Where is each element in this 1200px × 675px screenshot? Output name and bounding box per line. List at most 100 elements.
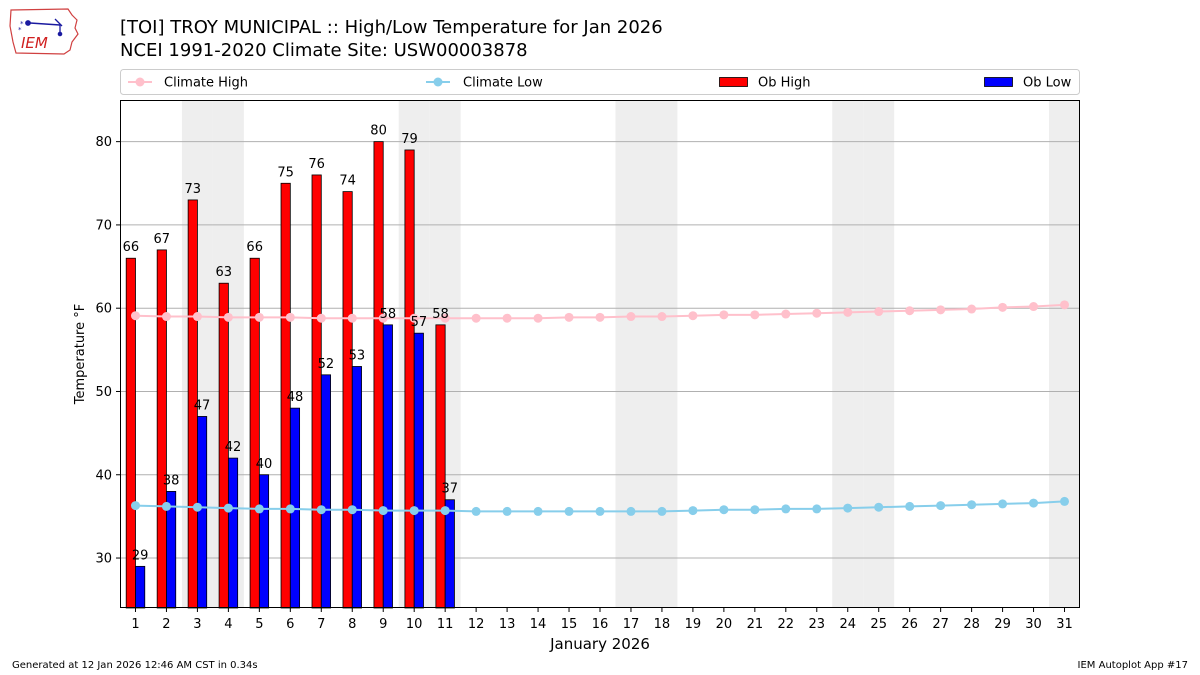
- x-tick-label-31: 31: [1056, 617, 1073, 632]
- x-tick-label-18: 18: [654, 617, 671, 632]
- chart-title: [TOI] TROY MUNICIPAL :: High/Low Tempera…: [120, 17, 663, 38]
- ob-low-bar-day-1: [135, 565, 146, 609]
- x-axis-label: January 2026: [549, 635, 650, 653]
- climate-high-point-day-25: [874, 307, 884, 317]
- climate-low-point-day-27: [936, 501, 946, 511]
- x-tick-label-19: 19: [685, 617, 702, 632]
- climate-low-point-day-17: [626, 506, 636, 516]
- x-tick-label-16: 16: [592, 617, 609, 632]
- ob-low-bar-day-4: [227, 457, 239, 609]
- legend-climate-high-label: Climate High: [164, 76, 248, 91]
- climate-high-point-day-28: [967, 304, 977, 314]
- legend-frame: [120, 69, 1080, 95]
- climate-low-point-day-15: [564, 506, 574, 516]
- weekend-band-day-25: [863, 100, 895, 608]
- iem-logo: * * IEM: [9, 8, 79, 55]
- climate-high-point-day-12: [471, 313, 481, 323]
- climate-high-point-day-19: [688, 311, 698, 321]
- y-tick-label-80: 80: [95, 135, 112, 150]
- x-tick-label-5: 5: [255, 617, 263, 632]
- svg-text:*: *: [18, 26, 22, 34]
- ob-high-label-day-1: 66: [123, 240, 140, 255]
- climate-high-point-day-15: [564, 312, 574, 322]
- x-tick-label-3: 3: [193, 617, 201, 632]
- climate-high-point-day-9: [378, 313, 388, 323]
- x-tick-label-9: 9: [379, 617, 387, 632]
- ob-high-label-day-4: 63: [215, 265, 232, 280]
- ob-high-label-day-7: 76: [308, 157, 325, 172]
- climate-low-point-day-6: [285, 504, 295, 514]
- weekend-band-day-17: [615, 100, 647, 608]
- ob-high-label-day-11: 58: [432, 307, 449, 322]
- x-tick-label-17: 17: [623, 617, 640, 632]
- climate-low-point-day-1: [130, 501, 140, 511]
- ob-low-bar-day-10: [413, 332, 424, 609]
- x-tick-label-12: 12: [468, 617, 485, 632]
- weekend-band-day-24: [832, 100, 864, 608]
- ob-high-label-day-2: 67: [154, 232, 171, 247]
- x-tick-label-24: 24: [839, 617, 856, 632]
- climate-high-point-day-27: [936, 305, 946, 315]
- ob-low-label-day-8: 53: [349, 348, 366, 363]
- ob-low-label-day-11: 37: [442, 482, 459, 497]
- ob-low-label-day-6: 48: [287, 390, 304, 405]
- weekend-band-day-18: [646, 100, 678, 608]
- ob-high-bar-day-7: [311, 174, 322, 609]
- ob-high-label-day-3: 73: [185, 182, 202, 197]
- climate-low-point-day-4: [223, 503, 233, 513]
- climate-high-point-day-11: [440, 313, 450, 323]
- ob-high-bar-day-2: [156, 249, 167, 609]
- gridlines: [120, 141, 1080, 559]
- x-tick-label-23: 23: [809, 617, 826, 632]
- climate-low-point-day-3: [192, 502, 202, 512]
- plot-frame: [120, 100, 1080, 608]
- ob-low-label-day-2: 38: [163, 473, 180, 488]
- legend-climate-high-marker: [135, 77, 145, 87]
- climate-low-point-day-12: [471, 506, 481, 516]
- climate-low-point-day-28: [967, 500, 977, 510]
- climate-low-point-day-24: [843, 503, 853, 513]
- climate-high-point-day-6: [285, 312, 295, 322]
- climate-low-point-day-31: [1060, 496, 1070, 506]
- weather-symbols-icon: * *: [18, 18, 63, 37]
- legend-ob-low-swatch: [984, 77, 1013, 87]
- ob-low-label-day-7: 52: [318, 357, 335, 372]
- climate-low-point-day-2: [161, 501, 171, 511]
- climate-high-point-day-7: [316, 313, 326, 323]
- ob-high-bar-day-10: [404, 149, 415, 609]
- climate-high-point-day-29: [998, 302, 1008, 312]
- ob-high-label-day-10: 79: [401, 132, 418, 147]
- x-tick-label-11: 11: [437, 617, 454, 632]
- svg-text:*: *: [20, 20, 24, 28]
- climate-low-point-day-7: [316, 505, 326, 515]
- x-tick-label-28: 28: [963, 617, 980, 632]
- app-credit: IEM Autoplot App #17: [1077, 660, 1188, 671]
- climate-low-point-day-23: [812, 504, 822, 514]
- y-tick-label-60: 60: [95, 302, 112, 317]
- bars: [125, 141, 455, 609]
- ob-low-bar-day-9: [382, 324, 393, 609]
- x-tick-label-22: 22: [778, 617, 795, 632]
- climate-low-point-day-16: [595, 506, 605, 516]
- climate-low-point-day-10: [409, 506, 419, 516]
- x-tick-label-27: 27: [932, 617, 949, 632]
- x-tick-label-8: 8: [348, 617, 356, 632]
- ob-high-label-day-6: 75: [277, 165, 294, 180]
- climate-low-point-day-5: [254, 504, 264, 514]
- y-tick-label-70: 70: [95, 218, 112, 233]
- x-tick-label-13: 13: [499, 617, 516, 632]
- climate-high-point-day-13: [502, 313, 512, 323]
- climate-low-point-day-13: [502, 506, 512, 516]
- x-tick-label-25: 25: [870, 617, 887, 632]
- bar-labels: 66 67 73 63 66 75 76 74 80 79 58 29 38 47 42 40 48 52 53 58…: [123, 124, 459, 564]
- climate-high-point-day-8: [347, 313, 357, 323]
- climate-low-point-day-8: [347, 505, 357, 515]
- generated-timestamp: Generated at 12 Jan 2026 12:46 AM CST in…: [12, 660, 258, 671]
- climate-low-point-day-22: [781, 504, 791, 514]
- climate-high-point-day-24: [843, 307, 853, 317]
- x-tick-label-7: 7: [317, 617, 325, 632]
- ob-low-label-day-1: 29: [132, 548, 149, 563]
- climate-high-point-day-14: [533, 313, 543, 323]
- x-tick-label-4: 4: [224, 617, 232, 632]
- legend-ob-high-label: Ob High: [758, 76, 811, 91]
